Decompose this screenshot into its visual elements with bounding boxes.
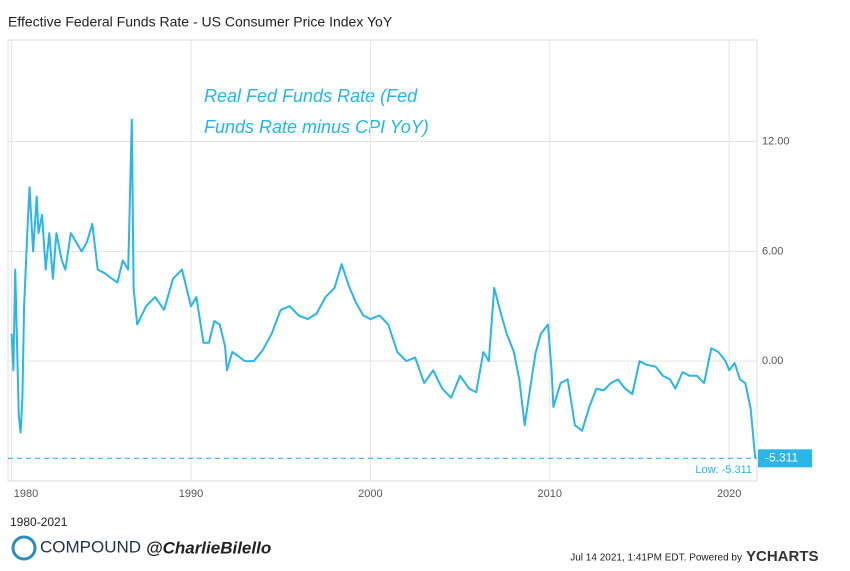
annotation: Funds Rate minus CPI YoY) <box>204 117 429 137</box>
series-line <box>10 118 757 459</box>
annotation: Real Fed Funds Rate (Fed <box>204 86 418 106</box>
plot-frame <box>7 39 758 482</box>
brand-logo <box>11 535 37 561</box>
y-tick-label: 12.00 <box>762 135 790 147</box>
brand: COMPOUND <box>40 537 141 556</box>
value-box <box>758 449 812 468</box>
low-label: Low: -5.311 <box>695 464 752 476</box>
x-tick-label: 2020 <box>717 488 741 500</box>
handle: @CharlieBilello <box>146 538 271 557</box>
chart-title: Effective Federal Funds Rate - US Consum… <box>8 14 393 30</box>
value-box-label: -5.311 <box>765 450 798 464</box>
x-tick-label: 1990 <box>179 488 203 500</box>
x-tick-label: 2000 <box>358 488 382 500</box>
timestamp: Jul 14 2021, 1:41PM EDT. Powered by <box>570 553 742 564</box>
range-label: 1980-2021 <box>10 515 68 529</box>
x-tick-label: 1980 <box>14 488 38 500</box>
provider: YCHARTS <box>746 548 819 565</box>
y-tick-label: 0.00 <box>762 355 783 367</box>
y-tick-label: 6.00 <box>762 245 783 257</box>
x-tick-label: 2010 <box>538 488 562 500</box>
